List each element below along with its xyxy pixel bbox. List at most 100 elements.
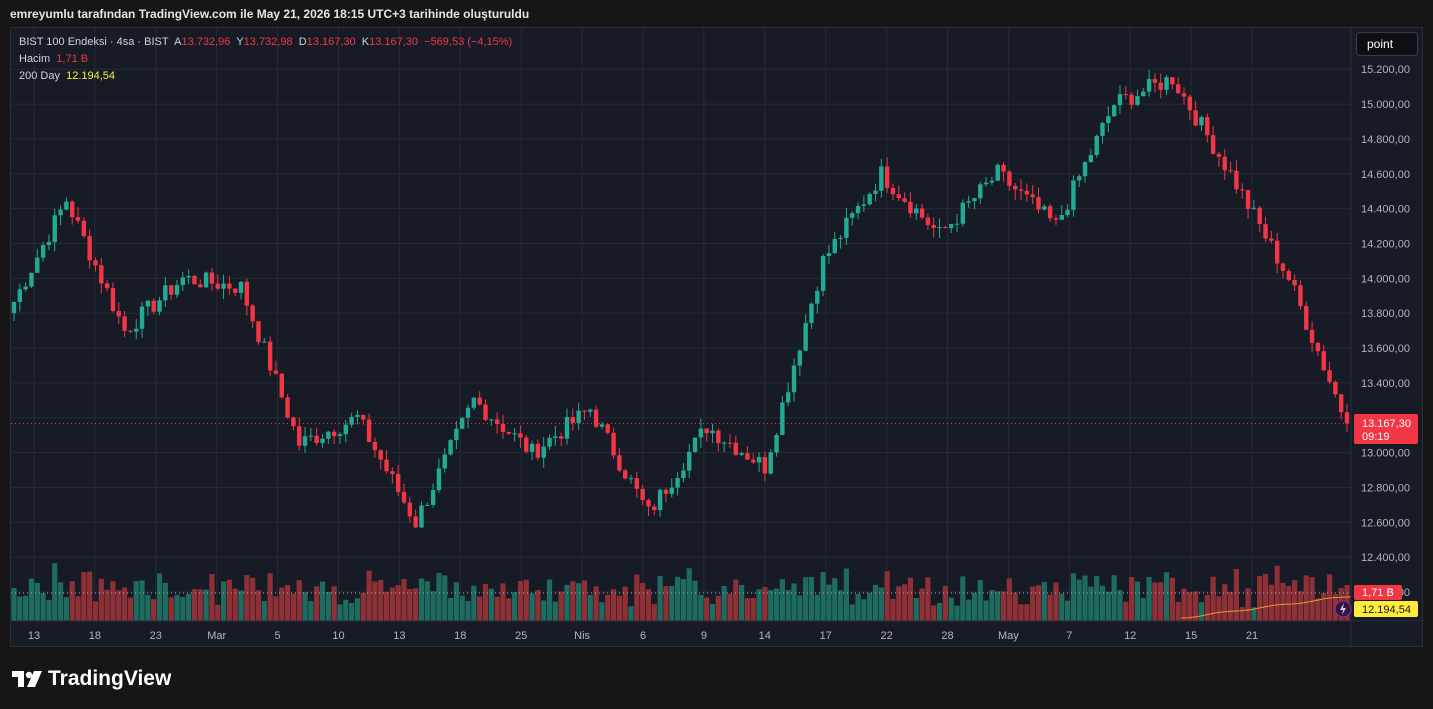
volume-bar	[1088, 586, 1094, 621]
candle-body	[844, 217, 849, 238]
candle-body	[774, 434, 779, 453]
legend-volume-value: 1,71 B	[56, 53, 89, 65]
candle-body	[11, 302, 17, 314]
candle-body	[308, 435, 314, 437]
candle-body	[1100, 123, 1105, 136]
candle-body	[780, 402, 785, 435]
candle-body	[1082, 162, 1088, 177]
time-tick-label: May	[998, 630, 1019, 642]
candle-body	[465, 407, 471, 418]
candle-body	[698, 428, 704, 438]
candle-body	[937, 226, 942, 228]
volume-bar	[494, 596, 500, 621]
volume-bar	[657, 575, 663, 621]
volume-bar	[587, 594, 593, 621]
volume-bar	[797, 595, 803, 621]
candle-body	[675, 478, 680, 488]
volume-bar	[529, 593, 535, 621]
volume-bar	[645, 589, 652, 621]
volume-bar	[1111, 575, 1117, 621]
volume-bar	[314, 586, 320, 621]
legend-close-value: 13.167,30	[369, 36, 419, 48]
volume-bar	[1198, 602, 1205, 621]
candle-body	[430, 490, 436, 505]
lightning-icon[interactable]	[1334, 600, 1352, 618]
chart-frame[interactable]: 15.200,00 15.000,00 14.800,00 14.600,00 14.4…	[10, 27, 1424, 648]
candle-body	[553, 436, 558, 438]
volume-bar	[1000, 591, 1007, 621]
volume-bar	[1024, 604, 1030, 621]
candle-body	[267, 341, 273, 371]
volume-bar	[768, 590, 774, 621]
volume-bar	[69, 581, 75, 621]
candle-body	[64, 201, 69, 210]
candle-body	[1146, 78, 1152, 92]
volume-bar	[52, 563, 58, 621]
candle-body	[157, 300, 162, 312]
volume-bar	[174, 594, 180, 621]
time-tick-label: 6	[640, 630, 646, 642]
candle-body	[1193, 110, 1198, 126]
volume-bar	[180, 597, 186, 621]
volume-bar	[319, 581, 326, 621]
candle-body	[1071, 180, 1076, 210]
volume-bar	[867, 592, 873, 621]
volume-bar	[1146, 576, 1152, 621]
volume-bar	[1064, 600, 1071, 621]
candle-body	[291, 417, 296, 427]
volume-bar	[1181, 588, 1187, 621]
legend-open-label: A	[174, 36, 182, 48]
candle-body	[1047, 206, 1053, 219]
volume-bar	[349, 602, 355, 621]
candle-body	[576, 410, 581, 423]
candle-body	[995, 164, 1000, 181]
candle-body	[914, 208, 919, 214]
candle-body	[401, 491, 407, 503]
volume-bar	[453, 582, 459, 621]
candle-body	[646, 500, 651, 507]
volume-bar	[989, 590, 995, 621]
candle-body	[1164, 77, 1169, 90]
candle-body	[838, 237, 843, 239]
volume-bar	[971, 592, 978, 621]
candle-body	[803, 323, 808, 351]
candle-body	[931, 224, 936, 228]
candle-body	[285, 397, 290, 418]
volume-bar	[680, 579, 687, 621]
candle-body	[122, 316, 127, 331]
candle-body	[1234, 170, 1239, 190]
candle-body	[314, 435, 319, 444]
point-button[interactable]: point	[1356, 32, 1418, 56]
volume-bar	[902, 584, 908, 621]
candle-body	[751, 459, 756, 463]
candle-body	[343, 424, 348, 435]
candle-body	[1181, 93, 1187, 97]
candle-body	[1257, 207, 1262, 225]
candle-body	[908, 201, 913, 214]
volume-bar	[791, 583, 797, 621]
volume-bar	[750, 597, 756, 621]
volume-bar	[424, 581, 430, 621]
volume-bar	[395, 585, 401, 621]
volume-bar	[1222, 584, 1228, 621]
candle-body	[320, 438, 325, 444]
volume-bar	[634, 574, 640, 621]
price-chart[interactable]: 15.200,00 15.000,00 14.800,00 14.600,00 14.4…	[11, 28, 1424, 648]
legend-symbol: BIST 100 Endeksi · 4sa · BIST	[19, 36, 169, 48]
tradingview-logo[interactable]: TradingView	[12, 667, 171, 691]
volume-bar	[383, 591, 390, 621]
candle-body	[1111, 105, 1117, 117]
candle-body	[1152, 78, 1158, 83]
volume-bar	[302, 591, 308, 621]
time-tick-label: 17	[820, 630, 832, 642]
candle-body	[116, 311, 121, 317]
candle-body	[471, 397, 477, 408]
volume-bar	[762, 586, 768, 621]
legend-volume-label: Hacim	[19, 53, 51, 65]
time-tick-label: 18	[454, 630, 466, 642]
candle-body	[850, 213, 855, 218]
candle-body	[1042, 206, 1047, 210]
volume-bar	[785, 590, 791, 621]
volume-bar	[564, 584, 570, 621]
candle-body	[716, 430, 721, 444]
